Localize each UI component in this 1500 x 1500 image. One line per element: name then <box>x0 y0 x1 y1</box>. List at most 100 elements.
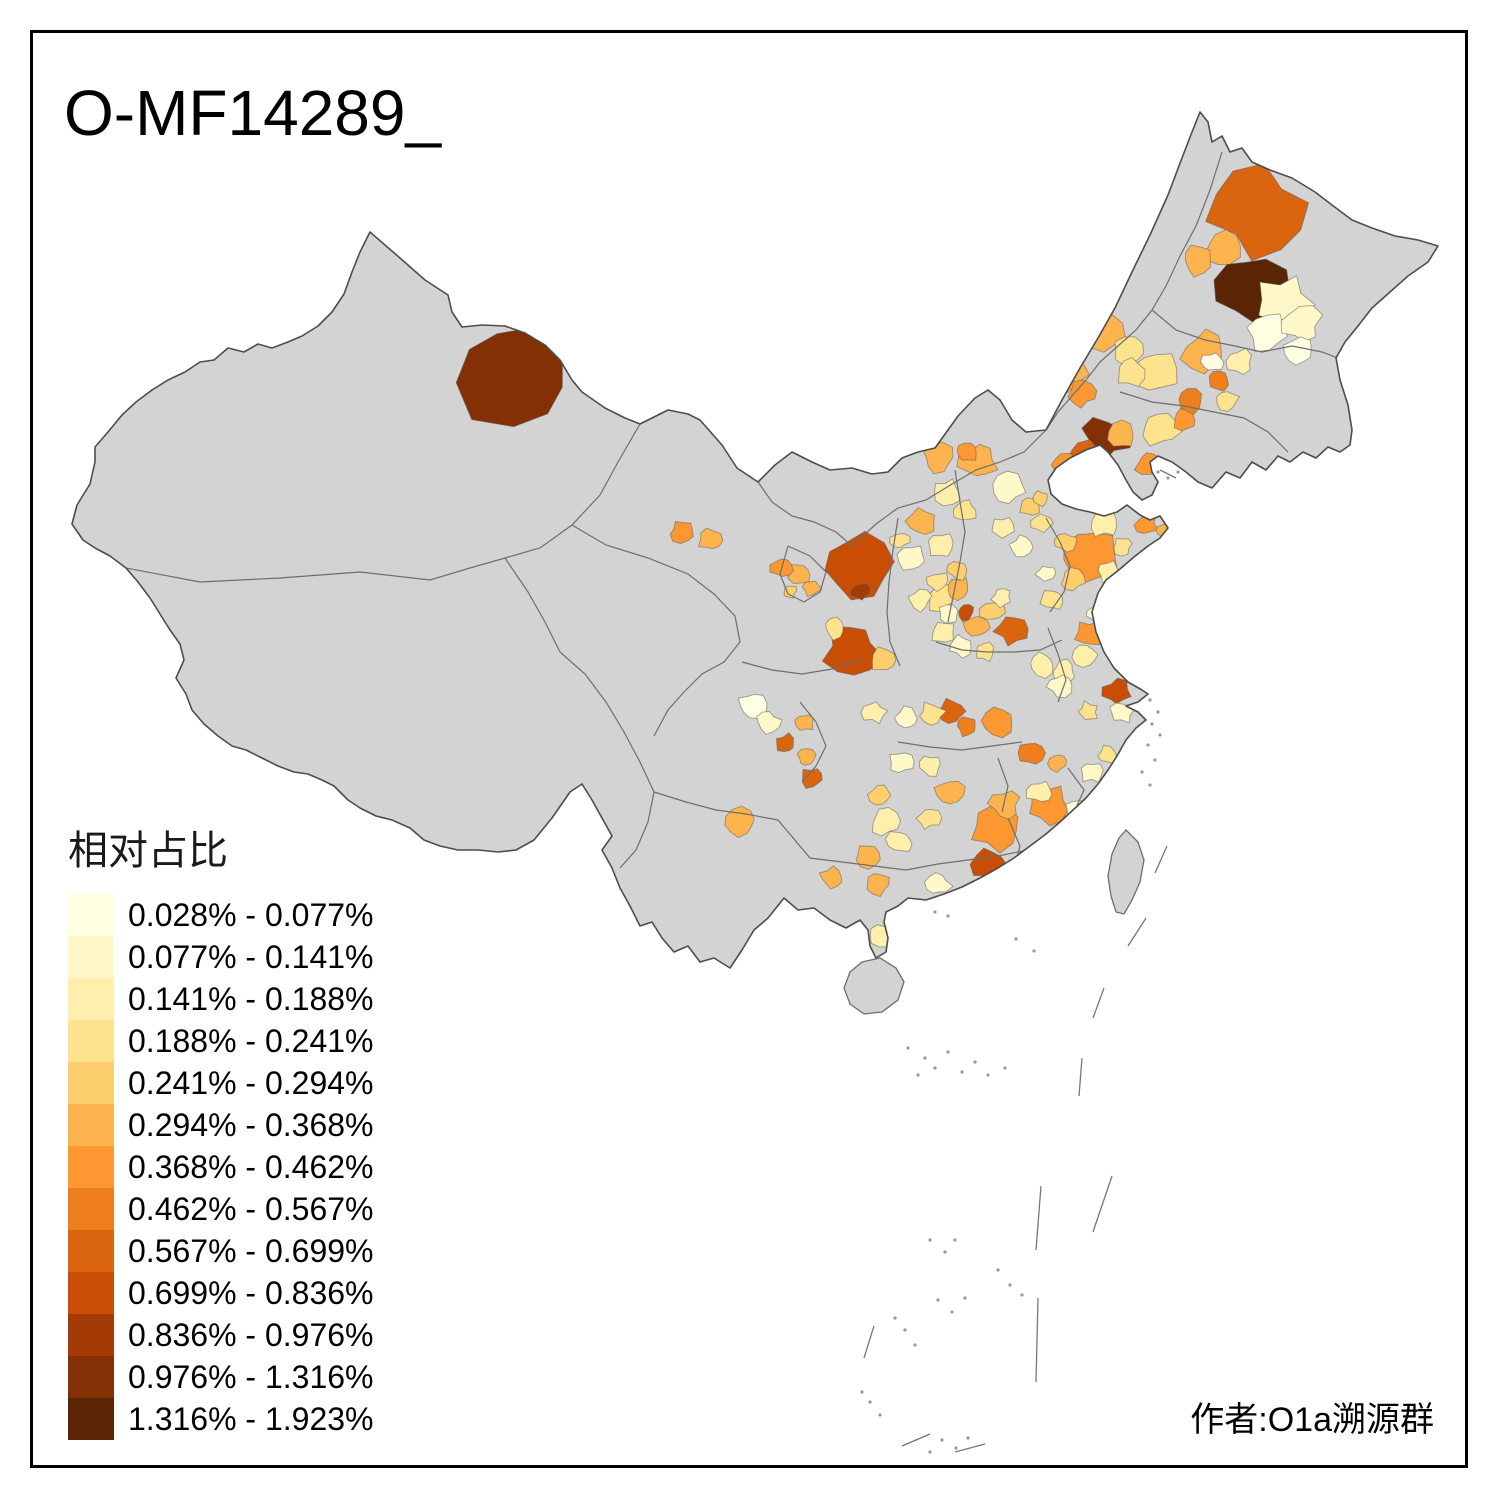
legend-swatch <box>68 1272 114 1314</box>
prefecture-region <box>776 732 794 752</box>
prefecture-region <box>907 588 933 613</box>
prefecture-region <box>1030 651 1054 680</box>
legend-label: 0.368% - 0.462% <box>128 1149 374 1185</box>
page-title: O-MF14289_ <box>64 77 442 149</box>
prefecture-region <box>849 583 871 601</box>
prefecture-region <box>931 621 955 643</box>
prefecture-region <box>783 585 797 599</box>
prefecture-region <box>1101 677 1132 705</box>
legend-title: 相对占比 <box>68 828 228 873</box>
prefecture-region <box>1017 742 1047 765</box>
prefecture-region <box>1206 229 1241 266</box>
prefecture-region <box>992 470 1027 505</box>
legend-row: 0.462% - 0.567% <box>68 1188 374 1230</box>
legend-row: 0.141% - 0.188% <box>68 978 374 1020</box>
prefecture-region <box>1060 567 1087 592</box>
legend: 相对占比 0.028% - 0.077% 0.077% - 0.141% 0.141… <box>68 818 374 1440</box>
prefecture-region <box>1065 800 1089 825</box>
legend-label: 0.976% - 1.316% <box>128 1359 374 1395</box>
legend-label: 0.077% - 0.141% <box>128 939 374 975</box>
prefecture-region <box>982 887 1001 906</box>
legend-swatch <box>68 1062 114 1104</box>
prefecture-region <box>938 697 967 724</box>
prefecture-region <box>1199 352 1225 371</box>
prefecture-region <box>925 572 949 593</box>
prefecture-region <box>1000 879 1017 898</box>
prefecture-region <box>957 716 976 738</box>
legend-label: 0.462% - 0.567% <box>128 1191 374 1227</box>
legend-label: 0.699% - 0.836% <box>128 1275 374 1311</box>
legend-rows: 0.028% - 0.077% 0.077% - 0.141% 0.141% - 0… <box>68 894 374 1440</box>
legend-swatch <box>68 1188 114 1230</box>
legend-label: 0.188% - 0.241% <box>128 1023 374 1059</box>
hainan-island <box>843 957 905 1015</box>
prefecture-region <box>893 705 918 729</box>
prefecture-region <box>866 873 890 898</box>
sea-islands <box>860 469 1180 1454</box>
prefecture-region <box>1080 763 1104 783</box>
legend-label: 0.294% - 0.368% <box>128 1107 374 1143</box>
prefecture-region <box>990 588 1012 609</box>
prefecture-region <box>755 711 783 736</box>
legend-swatch <box>68 894 114 936</box>
prefecture-region <box>949 633 972 659</box>
prefecture-region <box>922 441 954 475</box>
prefecture-region <box>801 768 823 789</box>
prefecture-region <box>1225 347 1252 376</box>
legend-swatch <box>68 1356 114 1398</box>
national-border <box>71 111 1439 969</box>
prefecture-region <box>958 604 975 622</box>
prefecture-region <box>889 752 915 774</box>
prefecture-region <box>1071 644 1099 668</box>
prefecture-region <box>824 530 895 601</box>
legend-swatch <box>68 1146 114 1188</box>
legend-swatch <box>68 978 114 1020</box>
legend-label: 0.836% - 0.976% <box>128 1317 374 1353</box>
legend-label: 1.316% - 1.923% <box>128 1401 374 1437</box>
attribution-text: 作者:O1a溯源群 <box>1190 1401 1434 1439</box>
prefecture-region <box>888 412 928 453</box>
legend-row: 1.316% - 1.923% <box>68 1398 374 1440</box>
prefecture-region <box>866 784 892 806</box>
legend-swatch <box>68 1314 114 1356</box>
legend-row: 0.077% - 0.141% <box>68 936 374 978</box>
prefecture-region <box>818 865 843 890</box>
prefecture-region <box>1173 407 1196 432</box>
prefecture-region <box>938 604 959 624</box>
prefecture-region <box>1142 412 1183 447</box>
prefecture-region <box>1032 490 1048 508</box>
prefecture-region <box>992 616 1029 647</box>
prefecture-region <box>1118 356 1146 388</box>
prefecture-region <box>1282 336 1312 366</box>
legend-row: 0.976% - 1.316% <box>68 1356 374 1398</box>
mainland-landmass <box>72 112 1438 968</box>
legend-row: 0.188% - 0.241% <box>68 1020 374 1062</box>
prefecture-region <box>919 701 948 726</box>
prefecture-region <box>945 561 968 582</box>
prefecture-region <box>918 755 941 777</box>
prefecture-region <box>796 748 817 766</box>
prefecture-region <box>1246 313 1288 353</box>
legend-swatch <box>68 1104 114 1146</box>
prefecture-region <box>933 780 967 805</box>
prefecture-region <box>1008 534 1034 558</box>
legend-swatch <box>68 936 114 978</box>
prefecture-region <box>896 545 926 571</box>
prefecture-region <box>871 807 901 837</box>
prefecture-region <box>825 616 844 641</box>
prefecture-region <box>904 507 935 535</box>
prefecture-region <box>697 527 724 550</box>
prefecture-region <box>669 520 694 544</box>
prefecture-region <box>1034 565 1057 582</box>
legend-row: 0.567% - 0.699% <box>68 1230 374 1272</box>
prefecture-region <box>1113 537 1133 557</box>
prefecture-region <box>923 872 954 894</box>
legend-label: 0.241% - 0.294% <box>128 1065 374 1101</box>
legend-row: 0.028% - 0.077% <box>68 894 374 936</box>
prefecture-region <box>980 706 1013 739</box>
prefecture-region <box>991 517 1015 539</box>
legend-swatch <box>68 1398 114 1440</box>
legend-swatch <box>68 1230 114 1272</box>
prefecture-region <box>1216 391 1241 412</box>
